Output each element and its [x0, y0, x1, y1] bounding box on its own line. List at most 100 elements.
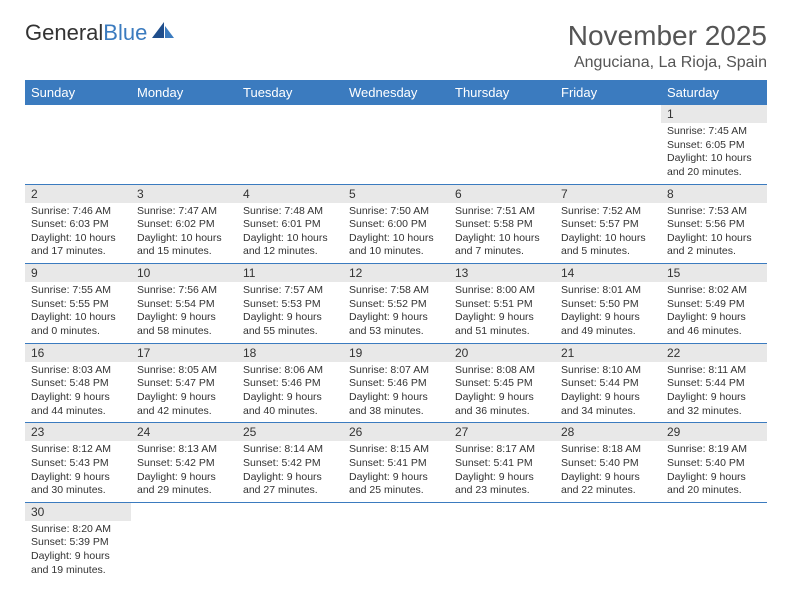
- day-number: [343, 105, 449, 123]
- calendar-cell: [555, 502, 661, 581]
- calendar-cell: [555, 105, 661, 184]
- sunrise-text: Sunrise: 7:52 AM: [561, 205, 655, 219]
- daylight-text: Daylight: 9 hours and 58 minutes.: [137, 311, 231, 338]
- day-number: 10: [131, 264, 237, 282]
- sunrise-text: Sunrise: 8:12 AM: [31, 443, 125, 457]
- daylight-text: Daylight: 10 hours and 7 minutes.: [455, 232, 549, 259]
- sunset-text: Sunset: 5:54 PM: [137, 298, 231, 312]
- sunset-text: Sunset: 5:42 PM: [243, 457, 337, 471]
- sunrise-text: Sunrise: 8:03 AM: [31, 364, 125, 378]
- day-number: 26: [343, 423, 449, 441]
- day-number: 19: [343, 344, 449, 362]
- daylight-text: Daylight: 9 hours and 34 minutes.: [561, 391, 655, 418]
- day-number: [25, 105, 131, 123]
- logo-text-1: General: [25, 20, 103, 46]
- calendar-week: 2Sunrise: 7:46 AMSunset: 6:03 PMDaylight…: [25, 184, 767, 264]
- sunrise-text: Sunrise: 8:05 AM: [137, 364, 231, 378]
- calendar-week: 16Sunrise: 8:03 AMSunset: 5:48 PMDayligh…: [25, 343, 767, 423]
- calendar-cell: 17Sunrise: 8:05 AMSunset: 5:47 PMDayligh…: [131, 343, 237, 423]
- sunset-text: Sunset: 5:43 PM: [31, 457, 125, 471]
- day-number: 5: [343, 185, 449, 203]
- sunrise-text: Sunrise: 8:19 AM: [667, 443, 761, 457]
- calendar-cell: 6Sunrise: 7:51 AMSunset: 5:58 PMDaylight…: [449, 184, 555, 264]
- calendar-cell: [131, 105, 237, 184]
- sunrise-text: Sunrise: 7:58 AM: [349, 284, 443, 298]
- calendar-cell: 1Sunrise: 7:45 AMSunset: 6:05 PMDaylight…: [661, 105, 767, 184]
- calendar-cell: 4Sunrise: 7:48 AMSunset: 6:01 PMDaylight…: [237, 184, 343, 264]
- calendar-cell: 13Sunrise: 8:00 AMSunset: 5:51 PMDayligh…: [449, 264, 555, 344]
- sunset-text: Sunset: 5:40 PM: [561, 457, 655, 471]
- day-number: 28: [555, 423, 661, 441]
- day-number: 25: [237, 423, 343, 441]
- sunset-text: Sunset: 5:41 PM: [455, 457, 549, 471]
- day-details: Sunrise: 8:05 AMSunset: 5:47 PMDaylight:…: [131, 362, 237, 423]
- sunset-text: Sunset: 5:47 PM: [137, 377, 231, 391]
- calendar-week: 30Sunrise: 8:20 AMSunset: 5:39 PMDayligh…: [25, 502, 767, 581]
- sunrise-text: Sunrise: 8:11 AM: [667, 364, 761, 378]
- day-number: 27: [449, 423, 555, 441]
- daylight-text: Daylight: 9 hours and 30 minutes.: [31, 471, 125, 498]
- day-number: 22: [661, 344, 767, 362]
- day-details: Sunrise: 8:03 AMSunset: 5:48 PMDaylight:…: [25, 362, 131, 423]
- day-details: Sunrise: 7:47 AMSunset: 6:02 PMDaylight:…: [131, 203, 237, 264]
- location: Anguciana, La Rioja, Spain: [568, 54, 767, 72]
- sunrise-text: Sunrise: 8:15 AM: [349, 443, 443, 457]
- day-number: 12: [343, 264, 449, 282]
- weekday-header: Sunday: [25, 80, 131, 105]
- sunset-text: Sunset: 5:49 PM: [667, 298, 761, 312]
- day-number: 15: [661, 264, 767, 282]
- day-number: [131, 503, 237, 521]
- daylight-text: Daylight: 9 hours and 51 minutes.: [455, 311, 549, 338]
- day-details: Sunrise: 7:50 AMSunset: 6:00 PMDaylight:…: [343, 203, 449, 264]
- day-details: Sunrise: 7:45 AMSunset: 6:05 PMDaylight:…: [661, 123, 767, 184]
- day-number: 14: [555, 264, 661, 282]
- day-number: 18: [237, 344, 343, 362]
- daylight-text: Daylight: 9 hours and 44 minutes.: [31, 391, 125, 418]
- day-number: 6: [449, 185, 555, 203]
- day-details: Sunrise: 8:02 AMSunset: 5:49 PMDaylight:…: [661, 282, 767, 343]
- sunrise-text: Sunrise: 8:13 AM: [137, 443, 231, 457]
- calendar-cell: 28Sunrise: 8:18 AMSunset: 5:40 PMDayligh…: [555, 423, 661, 503]
- calendar-week: 1Sunrise: 7:45 AMSunset: 6:05 PMDaylight…: [25, 105, 767, 184]
- sunset-text: Sunset: 6:00 PM: [349, 218, 443, 232]
- day-number: [237, 105, 343, 123]
- daylight-text: Daylight: 9 hours and 32 minutes.: [667, 391, 761, 418]
- day-number: 4: [237, 185, 343, 203]
- sunrise-text: Sunrise: 8:10 AM: [561, 364, 655, 378]
- day-number: [237, 503, 343, 521]
- sunset-text: Sunset: 5:44 PM: [561, 377, 655, 391]
- daylight-text: Daylight: 9 hours and 23 minutes.: [455, 471, 549, 498]
- page: GeneralBlue November 2025 Anguciana, La …: [0, 0, 792, 601]
- sunset-text: Sunset: 5:45 PM: [455, 377, 549, 391]
- day-details: Sunrise: 7:48 AMSunset: 6:01 PMDaylight:…: [237, 203, 343, 264]
- daylight-text: Daylight: 9 hours and 55 minutes.: [243, 311, 337, 338]
- day-number: 13: [449, 264, 555, 282]
- daylight-text: Daylight: 9 hours and 25 minutes.: [349, 471, 443, 498]
- day-details: Sunrise: 7:46 AMSunset: 6:03 PMDaylight:…: [25, 203, 131, 264]
- day-details: Sunrise: 8:00 AMSunset: 5:51 PMDaylight:…: [449, 282, 555, 343]
- daylight-text: Daylight: 9 hours and 20 minutes.: [667, 471, 761, 498]
- sunset-text: Sunset: 5:56 PM: [667, 218, 761, 232]
- calendar-cell: 27Sunrise: 8:17 AMSunset: 5:41 PMDayligh…: [449, 423, 555, 503]
- day-number: 8: [661, 185, 767, 203]
- calendar-cell: 18Sunrise: 8:06 AMSunset: 5:46 PMDayligh…: [237, 343, 343, 423]
- weekday-header: Thursday: [449, 80, 555, 105]
- day-number: 30: [25, 503, 131, 521]
- calendar-cell: [343, 502, 449, 581]
- calendar-table: Sunday Monday Tuesday Wednesday Thursday…: [25, 80, 767, 581]
- daylight-text: Daylight: 10 hours and 5 minutes.: [561, 232, 655, 259]
- sunset-text: Sunset: 5:51 PM: [455, 298, 549, 312]
- day-details: Sunrise: 8:20 AMSunset: 5:39 PMDaylight:…: [25, 521, 131, 582]
- calendar-cell: 10Sunrise: 7:56 AMSunset: 5:54 PMDayligh…: [131, 264, 237, 344]
- sunrise-text: Sunrise: 8:14 AM: [243, 443, 337, 457]
- calendar-cell: 23Sunrise: 8:12 AMSunset: 5:43 PMDayligh…: [25, 423, 131, 503]
- sunset-text: Sunset: 6:02 PM: [137, 218, 231, 232]
- sunrise-text: Sunrise: 8:01 AM: [561, 284, 655, 298]
- daylight-text: Daylight: 9 hours and 53 minutes.: [349, 311, 443, 338]
- sunset-text: Sunset: 5:42 PM: [137, 457, 231, 471]
- sunset-text: Sunset: 5:48 PM: [31, 377, 125, 391]
- sunset-text: Sunset: 5:50 PM: [561, 298, 655, 312]
- day-number: 2: [25, 185, 131, 203]
- calendar-cell: 14Sunrise: 8:01 AMSunset: 5:50 PMDayligh…: [555, 264, 661, 344]
- calendar-cell: 26Sunrise: 8:15 AMSunset: 5:41 PMDayligh…: [343, 423, 449, 503]
